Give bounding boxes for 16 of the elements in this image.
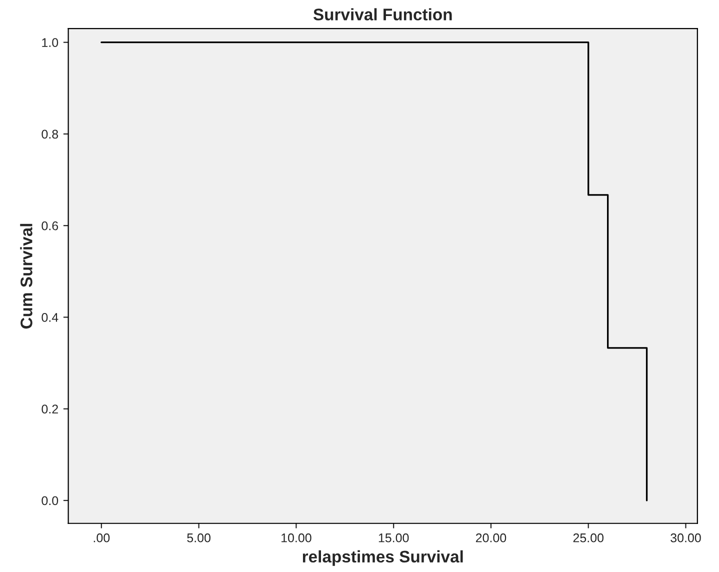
x-tick-label: 20.00 — [476, 533, 506, 542]
chart-title: Survival Function — [313, 8, 452, 20]
x-tick-label: 5.00 — [187, 533, 210, 542]
y-tick-label: 0.6 — [42, 221, 58, 230]
y-tick-label: 0.0 — [42, 496, 58, 506]
y-tick-label: 0.2 — [42, 404, 58, 414]
y-tick-label: 0.4 — [42, 313, 58, 322]
y-axis-title: Cum Survival — [20, 224, 32, 329]
x-axis-title: relapstimes Survival — [302, 550, 463, 566]
x-tick-label: .00 — [94, 533, 110, 542]
y-tick-label: 0.8 — [42, 130, 58, 139]
x-tick-label: 15.00 — [378, 533, 409, 542]
x-tick-label: 30.00 — [670, 533, 701, 542]
x-tick-label: 25.00 — [573, 533, 604, 542]
x-tick-label: 10.00 — [282, 533, 312, 542]
y-tick-label: 1.0 — [42, 38, 58, 47]
